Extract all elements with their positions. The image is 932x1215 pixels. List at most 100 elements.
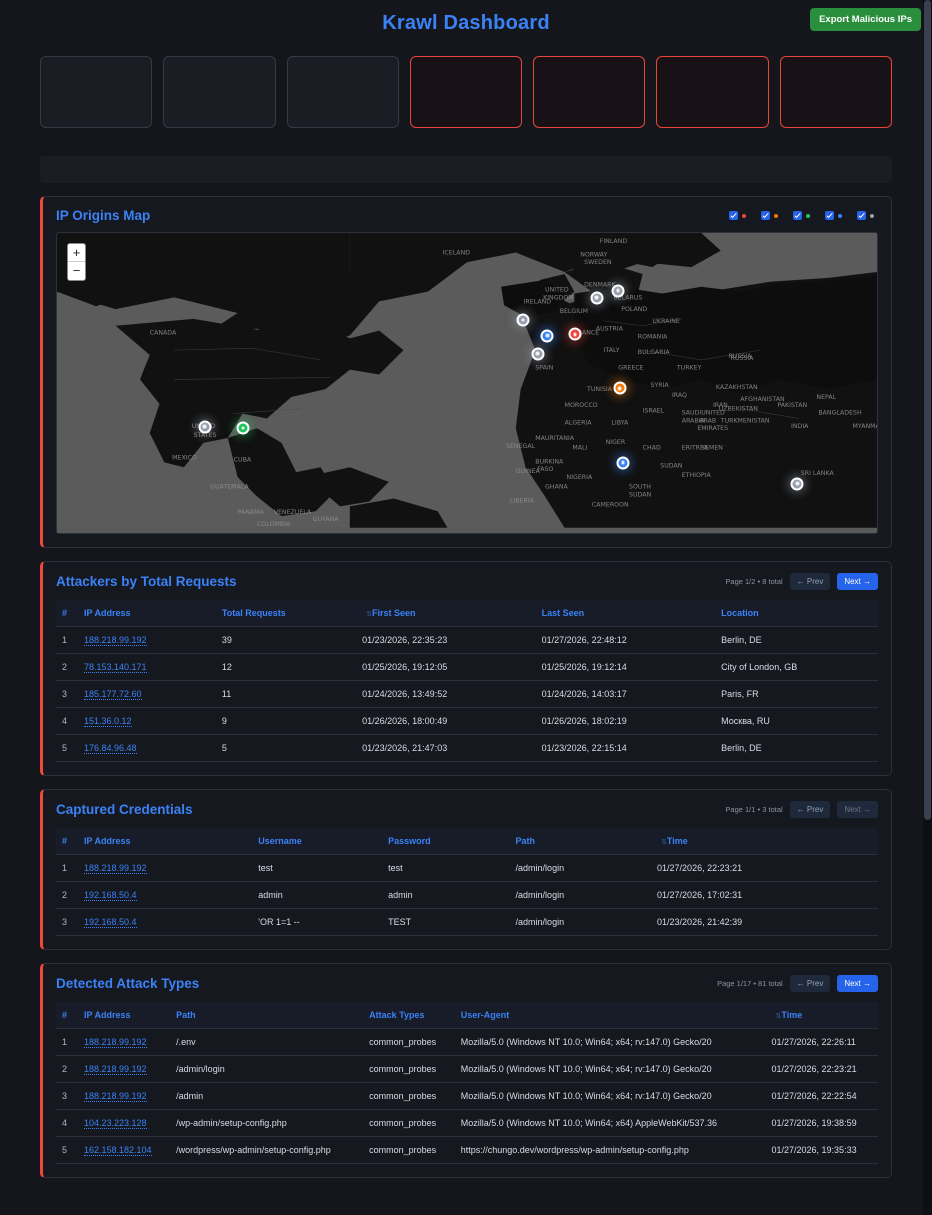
sort-indicator-icon[interactable]: ⇅: [775, 1013, 782, 1020]
ip-address-link[interactable]: 104.23.223.128: [84, 1118, 147, 1129]
column-header-[interactable]: #: [56, 1002, 78, 1029]
svg-text:ARABIA: ARABIA: [682, 417, 706, 424]
table-row: 3 188.218.99.192/admin common_probes Mozill…: [56, 1082, 878, 1110]
marker-netherlands[interactable]: [540, 329, 554, 343]
marker-egypt[interactable]: [616, 456, 630, 469]
svg-text:POLAND: POLAND: [621, 306, 647, 313]
ip-address-link[interactable]: 185.177.72.60: [84, 689, 142, 700]
svg-text:CANADA: CANADA: [150, 330, 177, 337]
column-header-location[interactable]: Location: [715, 600, 878, 627]
column-header-path[interactable]: Path: [509, 828, 652, 855]
column-header-time[interactable]: ⇅Time: [765, 1002, 878, 1029]
column-header-password[interactable]: Password: [382, 828, 510, 855]
legend-color-dot-icon: [870, 213, 874, 218]
legend-item-regular-users[interactable]: [825, 211, 846, 220]
export-malicious-ips-button[interactable]: Export Malicious IPs: [810, 8, 921, 31]
ip-address-link[interactable]: 188.218.99.192: [84, 1037, 147, 1048]
column-header-time[interactable]: ⇅Time: [651, 828, 878, 855]
ip-address-link[interactable]: 188.218.99.192: [84, 635, 147, 646]
map-zoom-control[interactable]: + −: [67, 243, 86, 281]
column-header-label: #: [62, 1010, 68, 1020]
ip-address-link[interactable]: 162.158.182.104: [84, 1145, 152, 1156]
column-header-ip-address[interactable]: IP Address: [78, 828, 253, 855]
ip-address-link[interactable]: 188.218.99.192: [84, 1091, 147, 1102]
cell-password: admin: [382, 881, 510, 909]
attacks-prev-button[interactable]: ← Prev: [789, 975, 831, 992]
credentials-prev-button[interactable]: ← Prev: [789, 801, 831, 818]
column-header-[interactable]: #: [56, 828, 78, 855]
row-index: 1: [56, 1028, 78, 1056]
legend-item-attackers[interactable]: [729, 211, 750, 220]
legend-item-unknown[interactable]: [857, 211, 878, 220]
attackers-prev-button[interactable]: ← Prev: [789, 573, 831, 590]
marker-france[interactable]: [531, 347, 545, 361]
ip-address-cell: 188.218.99.192: [78, 626, 216, 654]
column-header-ip-address[interactable]: IP Address: [78, 600, 216, 627]
svg-text:SYRIA: SYRIA: [650, 382, 669, 389]
scrollbar-thumb[interactable]: [924, 0, 931, 820]
attacks-table: # IP Address Path Attack Types User-Agent ⇅Ti…: [56, 1002, 878, 1164]
column-header-ip-address[interactable]: IP Address: [78, 1002, 171, 1029]
map-tiles: CANADA UNITED STATES MEXICO CUBA GUATEMA…: [57, 233, 877, 528]
ip-address-link[interactable]: 192.168.50.4: [84, 890, 137, 901]
sort-indicator-icon[interactable]: ⇅: [366, 611, 372, 618]
zoom-in-button[interactable]: +: [68, 244, 85, 262]
column-header-label: Path: [515, 836, 536, 846]
zoom-out-button[interactable]: −: [68, 262, 85, 280]
marker-united-kingdom[interactable]: [516, 313, 530, 327]
ip-origins-map-panel: IP Origins Map: [40, 196, 892, 548]
attackers-next-button[interactable]: Next →: [837, 573, 878, 590]
table-row: 2 192.168.50.4 admin admin/admin/login 01/27…: [56, 881, 878, 909]
marker-poland[interactable]: [568, 327, 582, 341]
legend-item-good-crawlers[interactable]: [793, 211, 814, 220]
legend-checkbox-icon[interactable]: [825, 211, 834, 220]
world-map[interactable]: CANADA UNITED STATES MEXICO CUBA GUATEMA…: [56, 232, 878, 534]
svg-text:GREECE: GREECE: [618, 365, 643, 372]
legend-item-bad-crawlers[interactable]: [761, 211, 782, 220]
legend-checkbox-icon[interactable]: [761, 211, 770, 220]
attacks-next-button[interactable]: Next →: [837, 975, 878, 992]
cell-password: TEST: [382, 908, 510, 936]
column-header-[interactable]: #: [56, 600, 78, 627]
page-scrollbar[interactable]: [923, 0, 932, 1215]
svg-text:NIGERIA: NIGERIA: [567, 474, 593, 481]
marker-united-states[interactable]: [198, 420, 212, 433]
page-title: Krawl Dashboard: [382, 12, 550, 34]
svg-text:MYANMAR: MYANMAR: [853, 423, 877, 430]
credentials-next-button[interactable]: Next →: [837, 801, 878, 818]
column-header-total-requests[interactable]: Total Requests: [215, 600, 357, 627]
svg-text:UKRAINE: UKRAINE: [652, 318, 679, 325]
column-header-label: Attack Types: [369, 1010, 425, 1020]
column-header-username[interactable]: Username: [252, 828, 383, 855]
ip-address-link[interactable]: 151.36.0.12: [84, 716, 132, 727]
ip-address-link[interactable]: 188.218.99.192: [84, 1064, 147, 1075]
svg-text:ERITREA: ERITREA: [682, 445, 709, 452]
svg-text:TURKMENISTAN: TURKMENISTAN: [720, 417, 770, 424]
marker-sweden[interactable]: [590, 291, 604, 304]
svg-text:ISRAEL: ISRAEL: [643, 408, 665, 415]
column-header-attack-types[interactable]: Attack Types: [363, 1002, 455, 1029]
ip-address-link[interactable]: 78.153.140.171: [84, 662, 147, 673]
legend-checkbox-icon[interactable]: [857, 211, 866, 220]
ip-address-link[interactable]: 192.168.50.4: [84, 917, 137, 928]
column-header-first-seen[interactable]: ⇅First Seen: [356, 600, 536, 627]
attackers-table-body: 1 188.218.99.192 39 01/23/2026, 22:35:23 01/…: [56, 626, 878, 762]
marker-florida[interactable]: [236, 421, 250, 435]
marker-bulgaria[interactable]: [613, 381, 627, 395]
svg-text:ETHIOPIA: ETHIOPIA: [682, 472, 712, 479]
column-header-path[interactable]: Path: [170, 1002, 364, 1029]
cell-time: 01/27/2026, 22:23:21: [765, 1055, 878, 1083]
column-header-last-seen[interactable]: Last Seen: [535, 600, 716, 627]
page-header: Krawl Dashboard Export Malicious IPs: [0, 0, 932, 46]
ip-address-link[interactable]: 176.84.96.48: [84, 743, 137, 754]
marker-india[interactable]: [790, 477, 804, 490]
svg-text:UNITED: UNITED: [545, 287, 569, 294]
legend-checkbox-icon[interactable]: [729, 211, 738, 220]
sort-indicator-icon[interactable]: ⇅: [661, 839, 667, 846]
legend-checkbox-icon[interactable]: [793, 211, 802, 220]
ip-address-link[interactable]: 188.218.99.192: [84, 863, 147, 874]
legend-color-dot-icon: [806, 213, 810, 218]
marker-finland[interactable]: [611, 284, 625, 298]
column-header-user-agent[interactable]: User-Agent: [454, 1002, 766, 1029]
svg-text:ICELAND: ICELAND: [443, 249, 471, 256]
